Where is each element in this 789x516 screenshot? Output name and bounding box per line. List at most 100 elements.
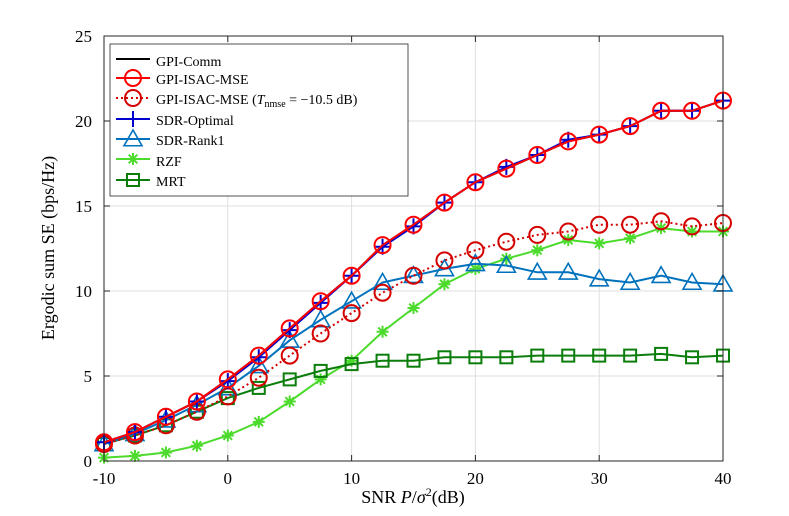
data-point-mrt — [375, 353, 390, 368]
data-point-mrt — [468, 350, 483, 365]
data-point-rzf — [190, 439, 203, 452]
data-point-rzf — [221, 429, 234, 442]
data-point-gpi-isac-mse-t-nmse-10-5-db — [435, 251, 454, 270]
data-point-sdr-rank1 — [248, 355, 270, 374]
x-axis-label: SNR P/σ2(dB) — [361, 485, 464, 508]
data-point-gpi-isac-mse-t-nmse-10-5-db — [683, 217, 702, 236]
data-point-rzf — [624, 232, 637, 245]
data-point-gpi-isac-mse-t-nmse-10-5-db — [280, 346, 299, 365]
data-point-gpi-isac-mse — [559, 132, 578, 151]
data-point-gpi-isac-mse-t-nmse-10-5-db — [590, 215, 609, 234]
legend-label-mrt: MRT — [156, 175, 186, 190]
data-point-rzf — [128, 449, 141, 462]
data-point-rzf — [314, 373, 327, 386]
data-point-rzf — [686, 225, 699, 238]
data-point-sdr-rank1 — [619, 271, 641, 291]
x-tick-label: 30 — [591, 469, 608, 488]
data-point-gpi-isac-mse — [497, 159, 516, 178]
data-point-gpi-isac-mse-t-nmse-10-5-db — [621, 215, 640, 234]
legend-label-gpi-isac-mse-tnmse: GPI-ISAC-MSE (Tnmse = −10.5 dB) — [156, 93, 358, 110]
legend-marker-gpi-isac-mse-t-nmse-10-5-db — [124, 89, 142, 107]
data-point-mrt — [623, 348, 638, 363]
series-rzf — [98, 222, 729, 464]
data-point-gpi-isac-mse — [621, 117, 640, 136]
data-point-mrt — [251, 380, 266, 395]
y-tick-label: 0 — [84, 452, 93, 471]
legend: GPI-Comm GPI-ISAC-MSE GPI-ISAC-MSE (Tnms… — [109, 43, 409, 197]
data-point-sdr-rank1 — [372, 271, 393, 291]
legend-label-gpi-isac-mse: GPI-ISAC-MSE — [156, 73, 249, 88]
data-point-rzf — [407, 302, 420, 314]
data-point-rzf — [376, 325, 389, 338]
data-point-sdr-rank1 — [465, 253, 486, 272]
data-point-rzf — [655, 222, 668, 235]
x-tick-label: -10 — [93, 469, 116, 488]
data-point-mrt — [654, 346, 669, 361]
data-point-rzf — [283, 395, 296, 408]
data-point-gpi-isac-mse — [435, 193, 454, 212]
legend-label-sdr-optimal: SDR-Optimal — [156, 114, 234, 129]
legend-marker-gpi-isac-mse — [124, 69, 142, 87]
data-point-mrt — [437, 350, 452, 365]
data-point-gpi-isac-mse-t-nmse-10-5-db — [342, 304, 361, 323]
data-point-sdr-rank1 — [526, 261, 548, 280]
x-tick-label: 40 — [715, 469, 732, 488]
data-point-gpi-isac-mse-t-nmse-10-5-db — [652, 212, 671, 231]
data-point-sdr-rank1 — [557, 261, 579, 280]
legend-label-rzf: RZF — [156, 155, 182, 170]
data-point-gpi-isac-mse — [125, 423, 144, 442]
data-point-rzf — [159, 446, 172, 459]
y-tick-label: 5 — [84, 367, 93, 386]
series-line-sdr-rank1 — [103, 262, 724, 445]
data-point-sdr-rank1 — [341, 290, 362, 309]
data-point-mrt — [685, 350, 700, 365]
legend-marker-sdr-rank1 — [122, 128, 144, 147]
y-tick-label: 25 — [75, 27, 92, 46]
data-point-mrt — [406, 353, 421, 368]
data-point-gpi-isac-mse-t-nmse-10-5-db — [249, 368, 268, 387]
data-point-gpi-isac-mse — [187, 392, 206, 411]
plot-frame — [103, 35, 724, 462]
series-line-gpi-isac-mse — [103, 99, 724, 444]
data-point-gpi-isac-mse — [373, 236, 392, 255]
data-point-sdr-rank1 — [310, 309, 332, 328]
data-point-rzf — [593, 237, 606, 250]
data-point-sdr-rank1 — [403, 265, 424, 284]
data-point-mrt — [592, 348, 607, 363]
data-point-gpi-isac-mse — [683, 101, 702, 120]
data-point-gpi-isac-mse — [590, 125, 609, 144]
x-tick-label: 20 — [467, 469, 484, 488]
y-tick-label: 10 — [75, 282, 92, 301]
legend-box — [109, 43, 409, 197]
data-point-rzf — [531, 244, 544, 257]
data-point-gpi-isac-mse-t-nmse-10-5-db — [466, 241, 485, 260]
data-point-gpi-isac-mse — [218, 370, 237, 389]
data-point-gpi-isac-mse-t-nmse-10-5-db — [528, 225, 547, 244]
data-point-gpi-isac-mse — [311, 292, 330, 311]
data-point-sdr-rank1 — [495, 254, 517, 274]
data-point-mrt — [499, 350, 514, 365]
data-point-gpi-isac-mse — [652, 101, 671, 120]
data-point-rzf — [345, 354, 358, 367]
legend-label-gpi-comm: GPI-Comm — [156, 55, 221, 70]
data-point-gpi-isac-mse — [249, 346, 268, 365]
data-point-rzf — [500, 252, 513, 265]
legend-marker-rzf — [127, 153, 139, 165]
x-tick-label: 0 — [224, 469, 233, 488]
data-point-gpi-isac-mse — [156, 407, 175, 426]
data-point-gpi-isac-mse-t-nmse-10-5-db — [311, 324, 330, 343]
data-point-mrt — [561, 348, 576, 363]
data-point-gpi-isac-mse — [342, 266, 361, 285]
data-point-gpi-isac-mse — [404, 215, 423, 234]
legend-marker-sdr-optimal — [125, 111, 141, 127]
data-point-gpi-isac-mse — [466, 173, 485, 192]
data-point-mrt — [344, 357, 359, 372]
legend-samples — [116, 58, 150, 187]
data-point-mrt — [313, 363, 328, 378]
series-line-mrt — [103, 352, 724, 445]
legend-marker-mrt — [126, 173, 140, 187]
data-point-gpi-isac-mse-t-nmse-10-5-db — [373, 283, 392, 302]
data-point-gpi-isac-mse-t-nmse-10-5-db — [404, 266, 423, 285]
